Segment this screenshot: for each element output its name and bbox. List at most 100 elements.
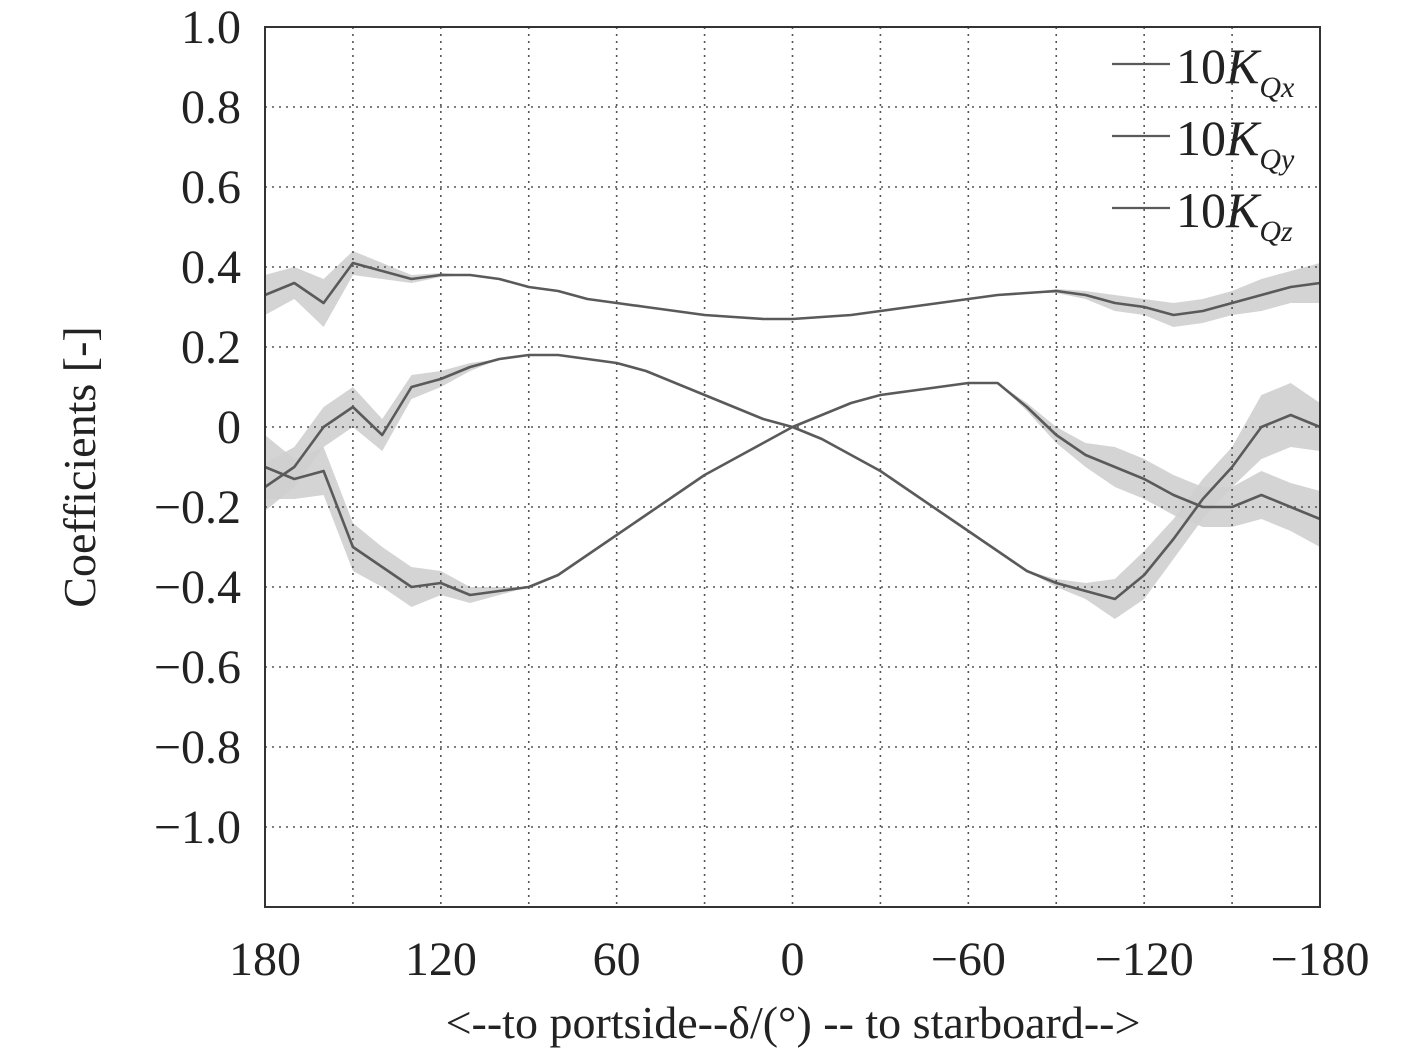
data-point-10K_Qy xyxy=(850,454,853,456)
data-point-10K_Qz xyxy=(967,382,970,384)
data-point-10K_Qx xyxy=(322,302,325,304)
data-point-10K_Qz xyxy=(732,458,735,460)
y-tick-label: 0 xyxy=(217,401,241,454)
data-point-10K_Qz xyxy=(1026,406,1028,408)
data-point-10K_Qx xyxy=(820,316,823,318)
data-point-10K_Qy xyxy=(762,418,765,420)
data-point-10K_Qz xyxy=(850,402,853,404)
data-point-10K_Qx xyxy=(1289,286,1292,288)
data-point-10K_Qx xyxy=(1231,302,1233,304)
x-tick-label: 120 xyxy=(405,933,477,986)
data-point-10K_Qy xyxy=(1084,590,1087,592)
y-tick-label: −1.0 xyxy=(154,801,241,854)
data-point-10K_Qy xyxy=(1172,538,1175,540)
data-point-10K_Qz xyxy=(439,582,442,584)
data-point-10K_Qx xyxy=(938,302,940,304)
data-point-10K_Qz xyxy=(1201,506,1204,508)
data-point-10K_Qy xyxy=(1143,574,1146,576)
data-point-10K_Qx xyxy=(1260,294,1263,296)
legend-entry-10K_Qx: 10KQx xyxy=(1176,38,1295,104)
data-point-10K_Qx xyxy=(762,318,765,320)
data-point-10K_Qy xyxy=(1260,426,1263,428)
data-point-10K_Qy xyxy=(381,434,384,436)
data-point-10K_Qz xyxy=(557,574,559,576)
data-point-10K_Qz xyxy=(1231,506,1233,508)
data-point-10K_Qz xyxy=(1113,466,1116,468)
x-tick-labels: 180 120 60 0 −60 −120 −180 xyxy=(229,933,1370,986)
x-tick-label: −180 xyxy=(1270,933,1369,986)
data-point-10K_Qz xyxy=(1289,506,1292,508)
data-point-10K_Qx xyxy=(586,298,589,300)
data-point-10K_Qx xyxy=(703,314,706,316)
data-point-10K_Qx xyxy=(1172,314,1175,316)
y-axis-title: Coefficients [-] xyxy=(54,326,105,607)
data-point-10K_Qy xyxy=(908,490,911,492)
data-point-10K_Qx xyxy=(381,270,384,272)
y-tick-label: 1.0 xyxy=(181,1,241,54)
y-tick-label: 0.4 xyxy=(181,241,241,294)
data-point-10K_Qy xyxy=(410,386,413,388)
data-point-10K_Qy xyxy=(967,530,970,532)
data-point-10K_Qx xyxy=(1113,302,1116,304)
data-point-10K_Qy xyxy=(1289,414,1292,416)
data-point-10K_Qy xyxy=(293,466,296,468)
data-point-10K_Qz xyxy=(615,534,618,536)
x-tick-label: −120 xyxy=(1095,933,1194,986)
data-point-10K_Qz xyxy=(586,554,589,556)
data-point-10K_Qy xyxy=(879,470,882,472)
variance-bands xyxy=(265,251,1320,619)
y-tick-label: −0.6 xyxy=(154,641,241,694)
data-point-10K_Qz xyxy=(469,594,472,596)
data-point-10K_Qx xyxy=(352,262,354,264)
data-point-10K_Qz xyxy=(938,386,940,388)
data-point-10K_Qz xyxy=(1172,494,1175,496)
data-point-10K_Qy xyxy=(1231,466,1233,468)
data-point-10K_Qy xyxy=(1201,498,1204,500)
data-point-10K_Qy xyxy=(645,370,647,372)
y-tick-label: −0.4 xyxy=(154,561,241,614)
y-tick-label: 0.6 xyxy=(181,161,241,214)
y-tick-labels: 1.0 0.8 0.6 0.4 0.2 0 −0.2 −0.4 −0.6 −0.8 −1.0 xyxy=(154,1,241,854)
data-point-10K_Qx xyxy=(410,278,413,280)
legend-entry-10K_Qz: 10KQz xyxy=(1176,182,1293,248)
x-tick-label: 60 xyxy=(593,933,641,986)
data-point-10K_Qx xyxy=(615,302,618,304)
data-point-10K_Qz xyxy=(1143,478,1146,480)
data-point-10K_Qy xyxy=(322,426,325,428)
data-point-10K_Qz xyxy=(1084,454,1087,456)
data-point-10K_Qy xyxy=(1026,570,1028,572)
data-point-10K_Qx xyxy=(732,316,735,318)
data-point-10K_Qx xyxy=(1055,290,1058,292)
grid xyxy=(264,26,1321,908)
data-point-10K_Qx xyxy=(1026,292,1028,294)
data-point-10K_Qy xyxy=(938,510,940,512)
data-point-10K_Qy xyxy=(820,438,823,440)
data-point-10K_Qz xyxy=(703,474,706,476)
data-point-10K_Qy xyxy=(352,406,354,408)
data-point-10K_Qx xyxy=(293,282,296,284)
data-point-10K_Qx xyxy=(879,310,882,312)
data-point-10K_Qx xyxy=(1143,306,1146,308)
data-point-10K_Qy xyxy=(615,362,618,364)
data-point-10K_Qx xyxy=(498,278,501,280)
data-point-10K_Qx xyxy=(674,310,677,312)
y-tick-label: −0.2 xyxy=(154,481,241,534)
data-point-10K_Qz xyxy=(527,586,530,588)
data-point-10K_Qz xyxy=(1260,494,1263,496)
data-point-10K_Qy xyxy=(1055,582,1058,584)
data-point-10K_Qx xyxy=(850,314,853,316)
x-tick-label: −60 xyxy=(931,933,1006,986)
data-point-10K_Qz xyxy=(996,382,999,384)
data-point-10K_Qz xyxy=(762,442,765,444)
data-point-10K_Qy xyxy=(1113,598,1116,600)
band-10K_Qz xyxy=(265,383,1320,607)
data-point-10K_Qx xyxy=(908,306,911,308)
data-point-10K_Qy xyxy=(557,354,559,356)
data-point-10K_Qz xyxy=(908,390,911,392)
data-point-10K_Qx xyxy=(557,290,559,292)
data-point-10K_Qx xyxy=(645,306,647,308)
data-point-10K_Qx xyxy=(527,286,530,288)
data-point-10K_Qz xyxy=(410,586,413,588)
